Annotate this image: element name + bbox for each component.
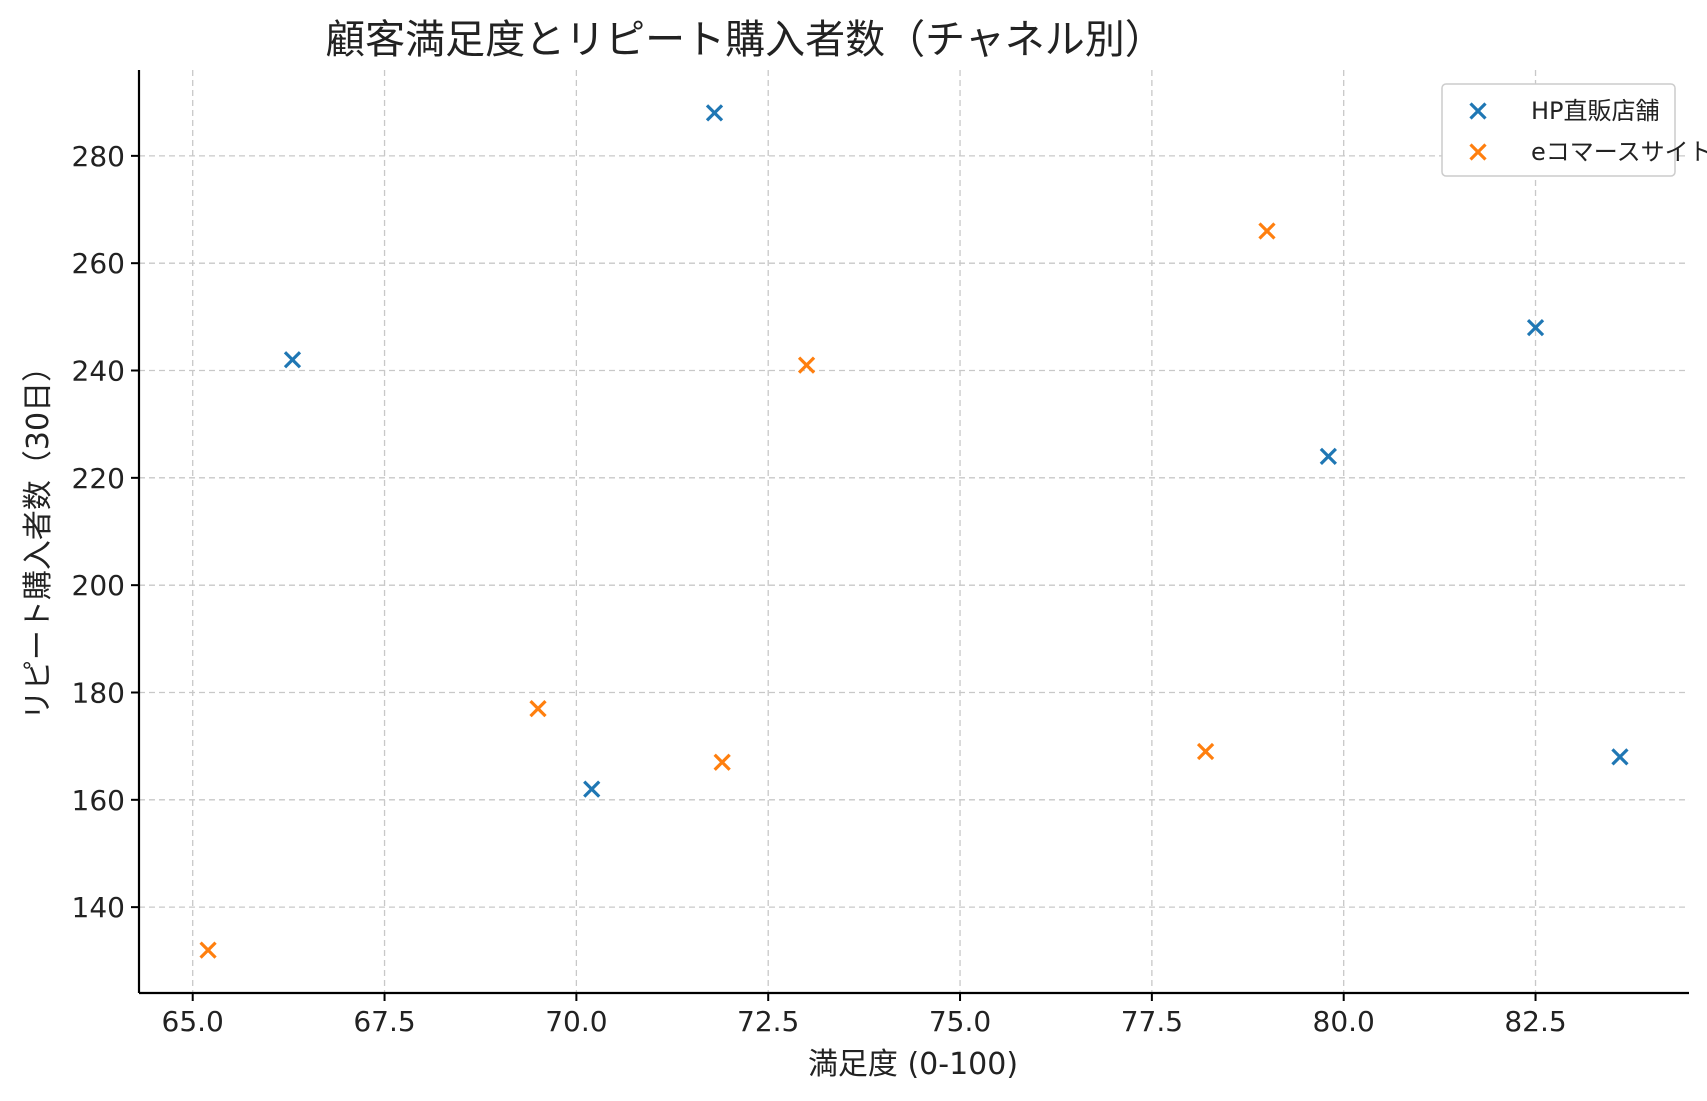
legend-label: HP直販店舗: [1531, 97, 1660, 125]
legend-marker: [1469, 102, 1487, 120]
data-point: [1526, 318, 1545, 337]
y-tick-label: 160: [72, 784, 125, 817]
axes: [137, 70, 1689, 995]
y-tick-label: 260: [72, 247, 125, 280]
data-point: [529, 699, 547, 718]
legend-marker: [1469, 143, 1487, 161]
y-tick-label: 180: [72, 676, 125, 709]
x-axis-label: 満足度 (0-100): [808, 1047, 1018, 1082]
y-tick-label: 280: [72, 140, 125, 173]
legend-entries: HP直販店舗 eコマースサイト: [1469, 97, 1707, 166]
y-tick-label: 240: [72, 355, 125, 388]
legend-box: [1441, 83, 1676, 177]
x-tick-label: 75.0: [929, 1005, 991, 1038]
data-point: [1196, 742, 1215, 761]
y-tick-label: 200: [72, 569, 125, 602]
legend-label: eコマースサイト: [1531, 138, 1707, 166]
data-point: [583, 780, 601, 798]
data-point: [797, 356, 816, 374]
chart-title: 顧客満足度とリピート購入者数（チャネル別）: [325, 17, 1165, 63]
y-tick-label: 140: [72, 891, 125, 924]
x-tick-label: 67.5: [353, 1005, 415, 1038]
data-point: [1258, 222, 1276, 240]
x-tick-label: 80.0: [1313, 1005, 1375, 1038]
data-point: [713, 753, 731, 771]
y-tick-label: 220: [72, 462, 125, 495]
legend: HP直販店舗 eコマースサイト: [1441, 83, 1707, 177]
data-points: [199, 104, 1629, 959]
x-tick-label: 65.0: [162, 1005, 224, 1038]
data-point: [1611, 748, 1629, 766]
data-point: [199, 941, 217, 959]
grid-lines: [139, 70, 1689, 993]
data-point: [283, 351, 302, 369]
x-tick-label: 77.5: [1121, 1005, 1183, 1038]
x-tick-label: 70.0: [545, 1005, 607, 1038]
data-point: [705, 104, 724, 122]
tick-marks: 65.0 67.5 70.0 72.5 75.0 77.5 80.0 82.5 140 160 18…: [72, 140, 1567, 1038]
x-tick-label: 82.5: [1504, 1005, 1566, 1038]
y-axis-label: リピート購入者数（30日）: [21, 352, 56, 720]
x-tick-label: 72.5: [737, 1005, 799, 1038]
data-point: [1319, 447, 1337, 466]
